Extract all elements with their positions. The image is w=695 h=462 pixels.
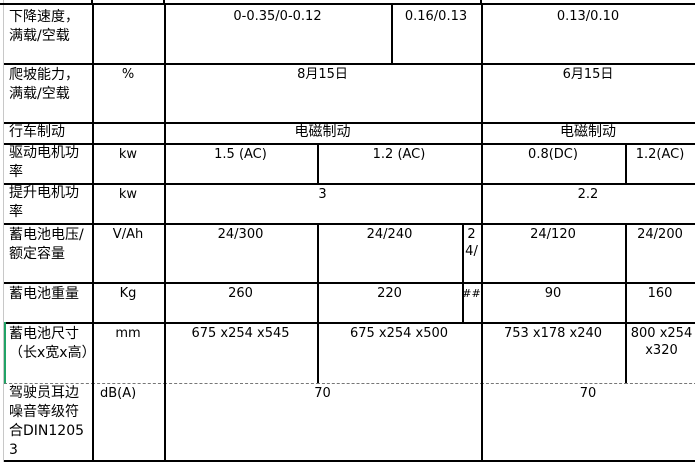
value-cell[interactable]: 800 x254 x320 [625, 322, 695, 384]
row-label-battery-voltage-capacity[interactable]: 蓄电池电压/额定容量 [4, 223, 94, 284]
unit-cell[interactable]: Kg [92, 282, 166, 324]
row-label-drive-motor-power[interactable]: 驱动电机功率 [4, 143, 94, 185]
row-header-edge [3, 0, 4, 462]
value-cell[interactable]: 753 x178 x240 [481, 322, 627, 384]
value-cell-narrow[interactable]: 24/ [462, 223, 483, 284]
divider [91, 0, 93, 5]
row-label-descent-speed[interactable]: 下降速度，满载/空载 [4, 5, 94, 65]
value-cell[interactable]: 90 [481, 282, 627, 324]
row-label-battery-dimensions[interactable]: 蓄电池尺寸（长x宽x高） [4, 322, 94, 384]
value-cell[interactable]: 0.16/0.13 [391, 5, 483, 65]
value-cell[interactable]: 电磁制动 [481, 122, 695, 145]
previous-row-edge[interactable] [0, 0, 695, 5]
row-label-service-brake[interactable]: 行车制动 [4, 122, 94, 145]
unit-cell[interactable] [92, 122, 166, 145]
value-cell[interactable]: 675 x254 x500 [317, 322, 483, 384]
value-cell[interactable]: 6月15日 [481, 63, 695, 124]
unit-cell[interactable]: kw [92, 183, 166, 225]
divider [480, 0, 482, 5]
value-cell[interactable]: 0.8(DC) [481, 143, 627, 185]
value-cell[interactable]: 675 x254 x545 [164, 322, 319, 384]
value-cell[interactable]: 24/120 [481, 223, 627, 284]
value-cell[interactable]: 24/240 [317, 223, 464, 284]
value-cell[interactable]: 2.2 [481, 183, 695, 225]
unit-cell[interactable]: % [92, 63, 166, 124]
wrapped-value: 24/ [465, 227, 478, 259]
value-cell[interactable]: 1.5 (AC) [164, 143, 319, 185]
value-cell[interactable]: 24/200 [625, 223, 695, 284]
row-label-gradeability[interactable]: 爬坡能力，满载/空载 [4, 63, 94, 124]
value-cell[interactable]: 3 [164, 183, 483, 225]
unit-cell[interactable]: V/Ah [92, 223, 166, 284]
value-cell[interactable]: 70 [481, 382, 695, 462]
value-cell[interactable]: 160 [625, 282, 695, 324]
value-cell[interactable]: 电磁制动 [164, 122, 483, 145]
value-cell[interactable]: 24/300 [164, 223, 319, 284]
unit-cell[interactable]: mm [92, 322, 166, 384]
unit-cell[interactable] [92, 5, 166, 65]
row-label-battery-weight[interactable]: 蓄电池重量 [4, 282, 94, 324]
divider [163, 0, 165, 5]
value-cell[interactable]: 70 [164, 382, 483, 462]
unit-cell[interactable]: kw [92, 143, 166, 185]
row-label-lift-motor-power[interactable]: 提升电机功率 [4, 183, 94, 225]
value-cell[interactable]: 1.2 (AC) [317, 143, 483, 185]
value-cell[interactable]: 220 [317, 282, 464, 324]
value-cell[interactable]: 1.2(AC) [625, 143, 695, 185]
value-cell[interactable]: 0-0.35/0-0.12 [164, 5, 393, 65]
row-label-driver-noise-level[interactable]: 驾驶员耳边噪音等级符合DIN12053 [4, 382, 94, 462]
value-cell[interactable]: 0.13/0.10 [481, 5, 695, 65]
unit-cell[interactable]: dB(A) [92, 382, 166, 462]
value-cell[interactable]: 260 [164, 282, 319, 324]
value-cell-overflow[interactable]: ## [462, 282, 483, 324]
value-cell[interactable]: 8月15日 [164, 63, 483, 124]
